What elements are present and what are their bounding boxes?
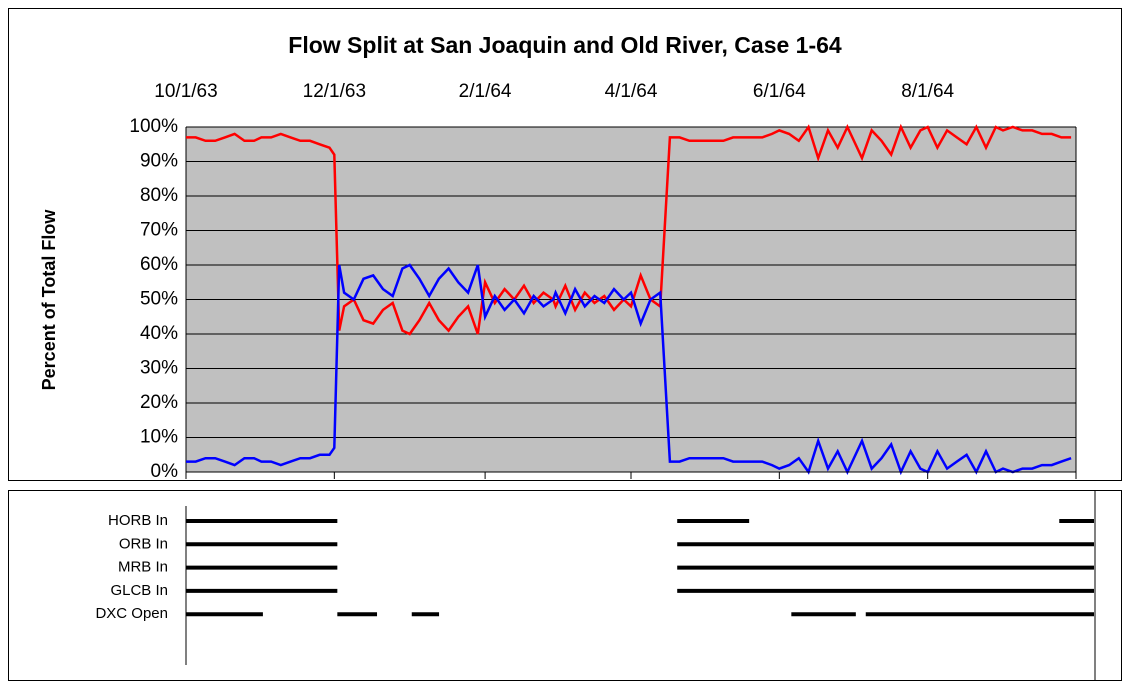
- y-axis-label: Percent of Total Flow: [39, 209, 59, 391]
- bottom-panel: [8, 490, 1122, 681]
- y-tick-label: 0%: [151, 461, 179, 482]
- row-label: MRB In: [118, 559, 168, 576]
- x-tick-label: 6/1/64: [753, 81, 806, 102]
- row-label: HORB In: [108, 512, 168, 529]
- row-label: GLCB In: [110, 582, 168, 599]
- x-tick-label: 12/1/63: [303, 81, 366, 102]
- x-tick-label: 8/1/64: [901, 81, 954, 102]
- y-tick-label: 100%: [129, 116, 178, 137]
- x-tick-label: 10/1/63: [154, 81, 217, 102]
- x-tick-label: 4/1/64: [605, 81, 658, 102]
- y-tick-label: 50%: [140, 289, 178, 310]
- y-tick-label: 80%: [140, 185, 178, 206]
- y-tick-label: 10%: [140, 427, 178, 448]
- chart-title: Flow Split at San Joaquin and Old River,…: [288, 32, 842, 58]
- y-tick-label: 70%: [140, 220, 178, 241]
- y-tick-label: 20%: [140, 392, 178, 413]
- row-label: ORB In: [119, 535, 168, 552]
- y-tick-label: 90%: [140, 151, 178, 172]
- series-line: [186, 263, 1072, 476]
- y-tick-label: 60%: [140, 254, 178, 275]
- y-tick-label: 30%: [140, 358, 178, 379]
- row-label: DXC Open: [95, 605, 168, 622]
- y-tick-label: 40%: [140, 323, 178, 344]
- x-tick-label: 2/1/64: [459, 81, 512, 102]
